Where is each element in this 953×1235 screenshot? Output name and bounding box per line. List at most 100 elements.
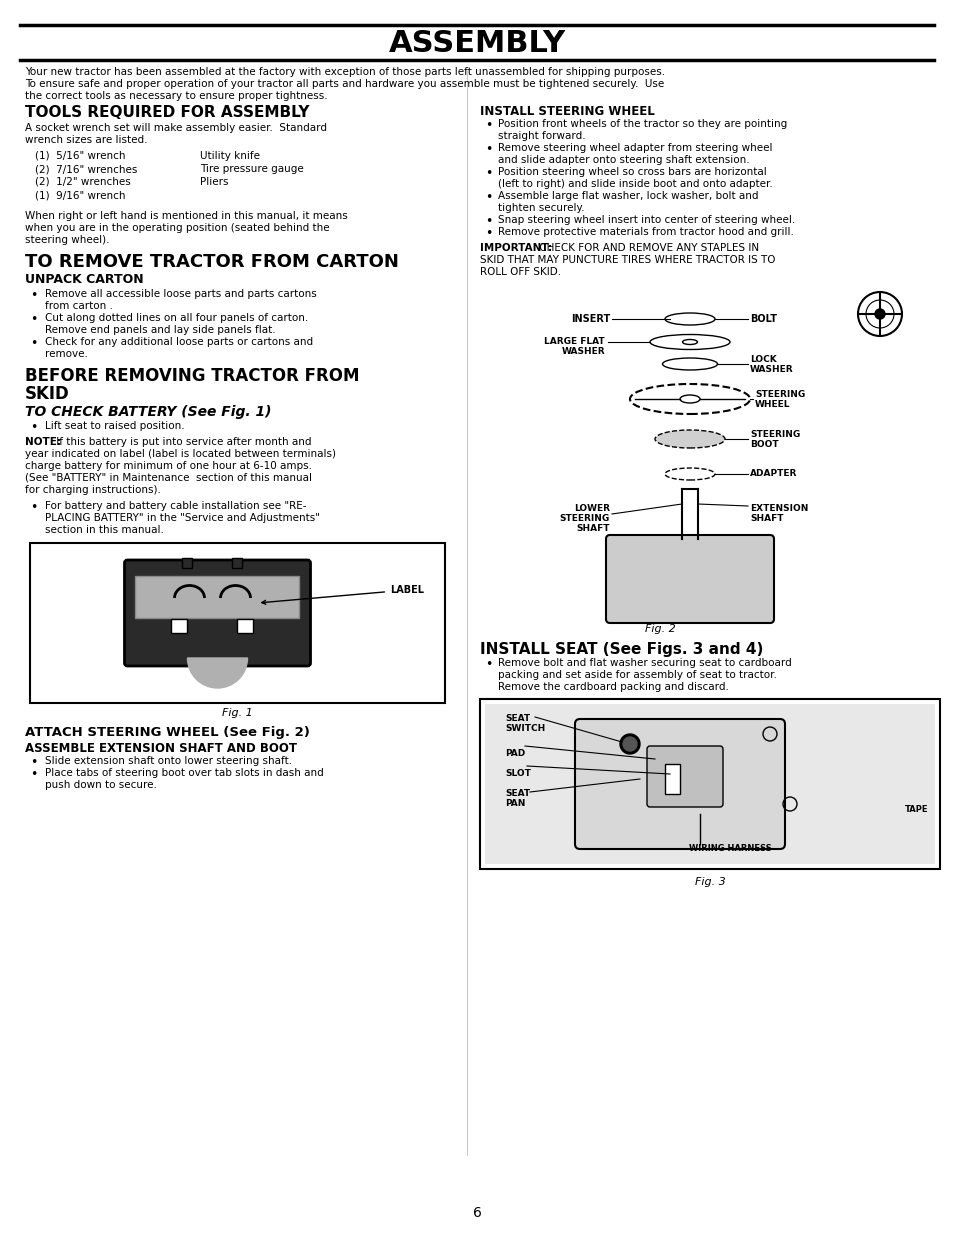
Text: Fig. 2: Fig. 2 [644, 624, 675, 634]
Text: •: • [484, 191, 492, 204]
Text: Fig. 3: Fig. 3 [694, 877, 724, 887]
Ellipse shape [649, 335, 729, 350]
Text: INSERT: INSERT [570, 314, 609, 324]
Ellipse shape [681, 340, 697, 345]
Text: •: • [30, 421, 37, 433]
Text: and slide adapter onto steering shaft extension.: and slide adapter onto steering shaft ex… [497, 156, 749, 165]
Ellipse shape [664, 468, 714, 480]
Text: charge battery for minimum of one hour at 6-10 amps.: charge battery for minimum of one hour a… [25, 461, 312, 471]
Wedge shape [188, 658, 247, 688]
Text: Remove bolt and flat washer securing seat to cardboard: Remove bolt and flat washer securing sea… [497, 658, 791, 668]
Text: (2)  1/2" wrenches: (2) 1/2" wrenches [35, 177, 131, 186]
Text: Assemble large flat washer, lock washer, bolt and: Assemble large flat washer, lock washer,… [497, 191, 758, 201]
Text: •: • [484, 119, 492, 132]
Bar [479, 699, 939, 869]
Text: PLACING BATTERY" in the "Service and Adjustments": PLACING BATTERY" in the "Service and Adj… [45, 513, 319, 522]
Text: CHECK FOR AND REMOVE ANY STAPLES IN: CHECK FOR AND REMOVE ANY STAPLES IN [536, 243, 759, 253]
Text: tighten securely.: tighten securely. [497, 203, 584, 212]
Text: Remove all accessible loose parts and parts cartons: Remove all accessible loose parts and pa… [45, 289, 316, 299]
Text: If this battery is put into service after month and: If this battery is put into service afte… [53, 437, 312, 447]
FancyBboxPatch shape [125, 559, 310, 666]
Text: Remove protective materials from tractor hood and grill.: Remove protective materials from tractor… [497, 227, 793, 237]
Text: BOLT: BOLT [749, 314, 776, 324]
Text: BEFORE REMOVING TRACTOR FROM: BEFORE REMOVING TRACTOR FROM [25, 367, 359, 385]
Bar [182, 558, 193, 568]
Text: SLOT: SLOT [504, 769, 530, 778]
Text: ASSEMBLE EXTENSION SHAFT AND BOOT: ASSEMBLE EXTENSION SHAFT AND BOOT [25, 742, 296, 755]
Text: ROLL OFF SKID.: ROLL OFF SKID. [479, 267, 560, 277]
Text: WASHER: WASHER [560, 347, 604, 356]
Text: WHEEL: WHEEL [754, 400, 790, 409]
Text: •: • [30, 756, 37, 769]
Ellipse shape [661, 358, 717, 370]
Text: year indicated on label (label is located between terminals): year indicated on label (label is locate… [25, 450, 335, 459]
Text: the correct tools as necessary to ensure proper tightness.: the correct tools as necessary to ensure… [25, 91, 327, 101]
Text: LOWER: LOWER [574, 504, 609, 513]
Text: STEERING: STEERING [559, 514, 609, 522]
Text: (2)  7/16" wrenches: (2) 7/16" wrenches [35, 164, 137, 174]
Text: LABEL: LABEL [261, 585, 423, 604]
Text: •: • [30, 337, 37, 350]
Text: •: • [30, 501, 37, 514]
Ellipse shape [629, 384, 749, 414]
Text: (1)  5/16" wrench: (1) 5/16" wrench [35, 151, 126, 161]
Text: wrench sizes are listed.: wrench sizes are listed. [25, 135, 148, 144]
Text: IMPORTANT:: IMPORTANT: [479, 243, 552, 253]
Text: ADAPTER: ADAPTER [749, 469, 797, 478]
Text: INSTALL STEERING WHEEL: INSTALL STEERING WHEEL [479, 105, 654, 119]
Text: LARGE FLAT: LARGE FLAT [544, 337, 604, 346]
Text: (left to right) and slide inside boot and onto adapter.: (left to right) and slide inside boot an… [497, 179, 772, 189]
Text: TO REMOVE TRACTOR FROM CARTON: TO REMOVE TRACTOR FROM CARTON [25, 253, 398, 270]
Text: PAN: PAN [504, 799, 525, 808]
Text: (1)  9/16" wrench: (1) 9/16" wrench [35, 190, 126, 200]
Text: Pliers: Pliers [200, 177, 229, 186]
Text: TOOLS REQUIRED FOR ASSEMBLY: TOOLS REQUIRED FOR ASSEMBLY [25, 105, 309, 120]
Bar [664, 764, 679, 794]
Text: Fig. 1: Fig. 1 [222, 708, 253, 718]
Text: TAPE: TAPE [904, 804, 927, 814]
Text: steering wheel).: steering wheel). [25, 235, 110, 245]
Text: Position front wheels of the tractor so they are pointing: Position front wheels of the tractor so … [497, 119, 786, 128]
Text: INSTALL SEAT (See Figs. 3 and 4): INSTALL SEAT (See Figs. 3 and 4) [479, 642, 762, 657]
Text: Remove end panels and lay side panels flat.: Remove end panels and lay side panels fl… [45, 325, 275, 335]
Text: PAD: PAD [504, 748, 525, 758]
Ellipse shape [664, 312, 714, 325]
Text: •: • [484, 658, 492, 671]
Text: •: • [484, 227, 492, 240]
Text: push down to secure.: push down to secure. [45, 781, 156, 790]
Bar [484, 704, 934, 864]
Text: BOOT: BOOT [749, 440, 778, 450]
Bar [233, 558, 242, 568]
FancyBboxPatch shape [575, 719, 784, 848]
Text: Check for any additional loose parts or cartons and: Check for any additional loose parts or … [45, 337, 313, 347]
Text: (See "BATTERY" in Maintenance  section of this manual: (See "BATTERY" in Maintenance section of… [25, 473, 312, 483]
Text: •: • [30, 312, 37, 326]
Text: For battery and battery cable installation see "RE-: For battery and battery cable installati… [45, 501, 306, 511]
Text: packing and set aside for assembly of seat to tractor.: packing and set aside for assembly of se… [497, 671, 776, 680]
Text: UNPACK CARTON: UNPACK CARTON [25, 273, 144, 287]
Text: Your new tractor has been assembled at the factory with exception of those parts: Your new tractor has been assembled at t… [25, 67, 664, 77]
Text: SHAFT: SHAFT [749, 514, 782, 522]
Text: section in this manual.: section in this manual. [45, 525, 164, 535]
Text: SEAT: SEAT [504, 789, 530, 798]
Ellipse shape [655, 430, 724, 448]
Text: SHAFT: SHAFT [576, 524, 609, 534]
Text: When right or left hand is mentioned in this manual, it means: When right or left hand is mentioned in … [25, 211, 348, 221]
Text: Position steering wheel so cross bars are horizontal: Position steering wheel so cross bars ar… [497, 167, 766, 177]
Text: Remove the cardboard packing and discard.: Remove the cardboard packing and discard… [497, 682, 728, 692]
Text: Cut along dotted lines on all four panels of carton.: Cut along dotted lines on all four panel… [45, 312, 308, 324]
Text: for charging instructions).: for charging instructions). [25, 485, 161, 495]
Text: Tire pressure gauge: Tire pressure gauge [200, 164, 303, 174]
Text: NOTE:: NOTE: [25, 437, 61, 447]
Text: •: • [484, 167, 492, 180]
Text: Remove steering wheel adapter from steering wheel: Remove steering wheel adapter from steer… [497, 143, 772, 153]
Text: STEERING: STEERING [749, 430, 800, 438]
Text: ATTACH STEERING WHEEL (See Fig. 2): ATTACH STEERING WHEEL (See Fig. 2) [25, 726, 310, 739]
Text: WIRING HARNESS: WIRING HARNESS [688, 844, 771, 853]
Text: WASHER: WASHER [749, 366, 793, 374]
Bar [135, 576, 299, 618]
Text: SEAT: SEAT [504, 714, 530, 722]
Text: •: • [484, 143, 492, 156]
Text: SKID: SKID [25, 385, 70, 403]
Text: when you are in the operating position (seated behind the: when you are in the operating position (… [25, 224, 330, 233]
